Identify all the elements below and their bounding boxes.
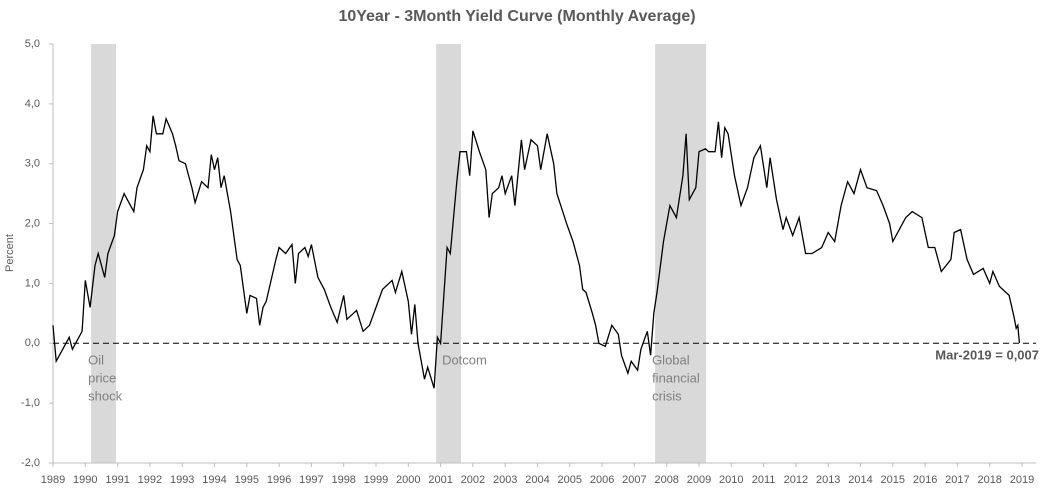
x-tick-label: 2002	[461, 474, 485, 486]
x-tick-label: 2000	[396, 474, 420, 486]
x-tick-label: 2012	[784, 474, 808, 486]
x-tick-label: 1992	[138, 474, 162, 486]
y-tick-label: 1,0	[25, 277, 40, 289]
shade-label: Dotcom	[442, 353, 487, 368]
x-tick-label: 1990	[73, 474, 97, 486]
shade-label-line: Oil	[88, 353, 104, 368]
x-tick-label: 2011	[752, 474, 776, 486]
shade-band	[655, 44, 707, 463]
y-tick-label: 3,0	[25, 158, 40, 170]
x-tick-label: 2013	[816, 474, 840, 486]
x-tick-label: 1994	[202, 474, 226, 486]
y-tick-label: 0,0	[25, 337, 40, 349]
x-tick-label: 2003	[493, 474, 517, 486]
y-tick-label: 2,0	[25, 217, 40, 229]
x-tick-label: 1999	[364, 474, 388, 486]
x-tick-label: 1989	[41, 474, 65, 486]
x-tick-label: 1995	[235, 474, 259, 486]
y-tick-label: -1,0	[21, 397, 40, 409]
x-tick-label: 2014	[848, 474, 872, 486]
x-tick-label: 2017	[945, 474, 969, 486]
shade-label-line: crisis	[652, 389, 682, 404]
x-tick-label: 2016	[913, 474, 937, 486]
y-axis-label: Percent	[4, 234, 16, 272]
shade-label-line: Dotcom	[442, 353, 487, 368]
x-tick-label: 2019	[1010, 474, 1034, 486]
x-tick-label: 2004	[525, 474, 549, 486]
chart-title: 10Year - 3Month Yield Curve (Monthly Ave…	[338, 8, 695, 25]
x-tick-label: 1998	[331, 474, 355, 486]
shade-band	[436, 44, 461, 463]
x-tick-label: 1996	[267, 474, 291, 486]
y-tick-label: -2,0	[21, 457, 40, 469]
x-tick-label: 1991	[105, 474, 129, 486]
shade-label-line: financial	[652, 371, 700, 386]
y-tick-label: 4,0	[25, 98, 40, 110]
shade-label: Oil price shock	[88, 353, 122, 404]
y-tick-label: 5,0	[25, 38, 40, 50]
x-tick-label: 1997	[299, 474, 323, 486]
shade-label-line: Global	[652, 353, 690, 368]
annotation: Mar-2019 = 0,007	[935, 348, 1039, 363]
x-tick-label: 2015	[881, 474, 905, 486]
x-tick-label: 2010	[719, 474, 743, 486]
x-tick-label: 2008	[654, 474, 678, 486]
x-tick-label: 2018	[977, 474, 1001, 486]
x-tick-label: 2007	[622, 474, 646, 486]
data-line	[52, 115, 1021, 389]
x-tick-label: 2009	[687, 474, 711, 486]
shade-label: Global financial crisis	[652, 353, 700, 404]
shade-band	[91, 44, 116, 463]
x-tick-label: 1993	[170, 474, 194, 486]
x-tick-label: 2005	[558, 474, 582, 486]
shade-label-line: price	[88, 371, 116, 386]
x-tick-label: 2001	[428, 474, 452, 486]
shade-label-line: shock	[88, 389, 122, 404]
x-tick-label: 2006	[590, 474, 614, 486]
